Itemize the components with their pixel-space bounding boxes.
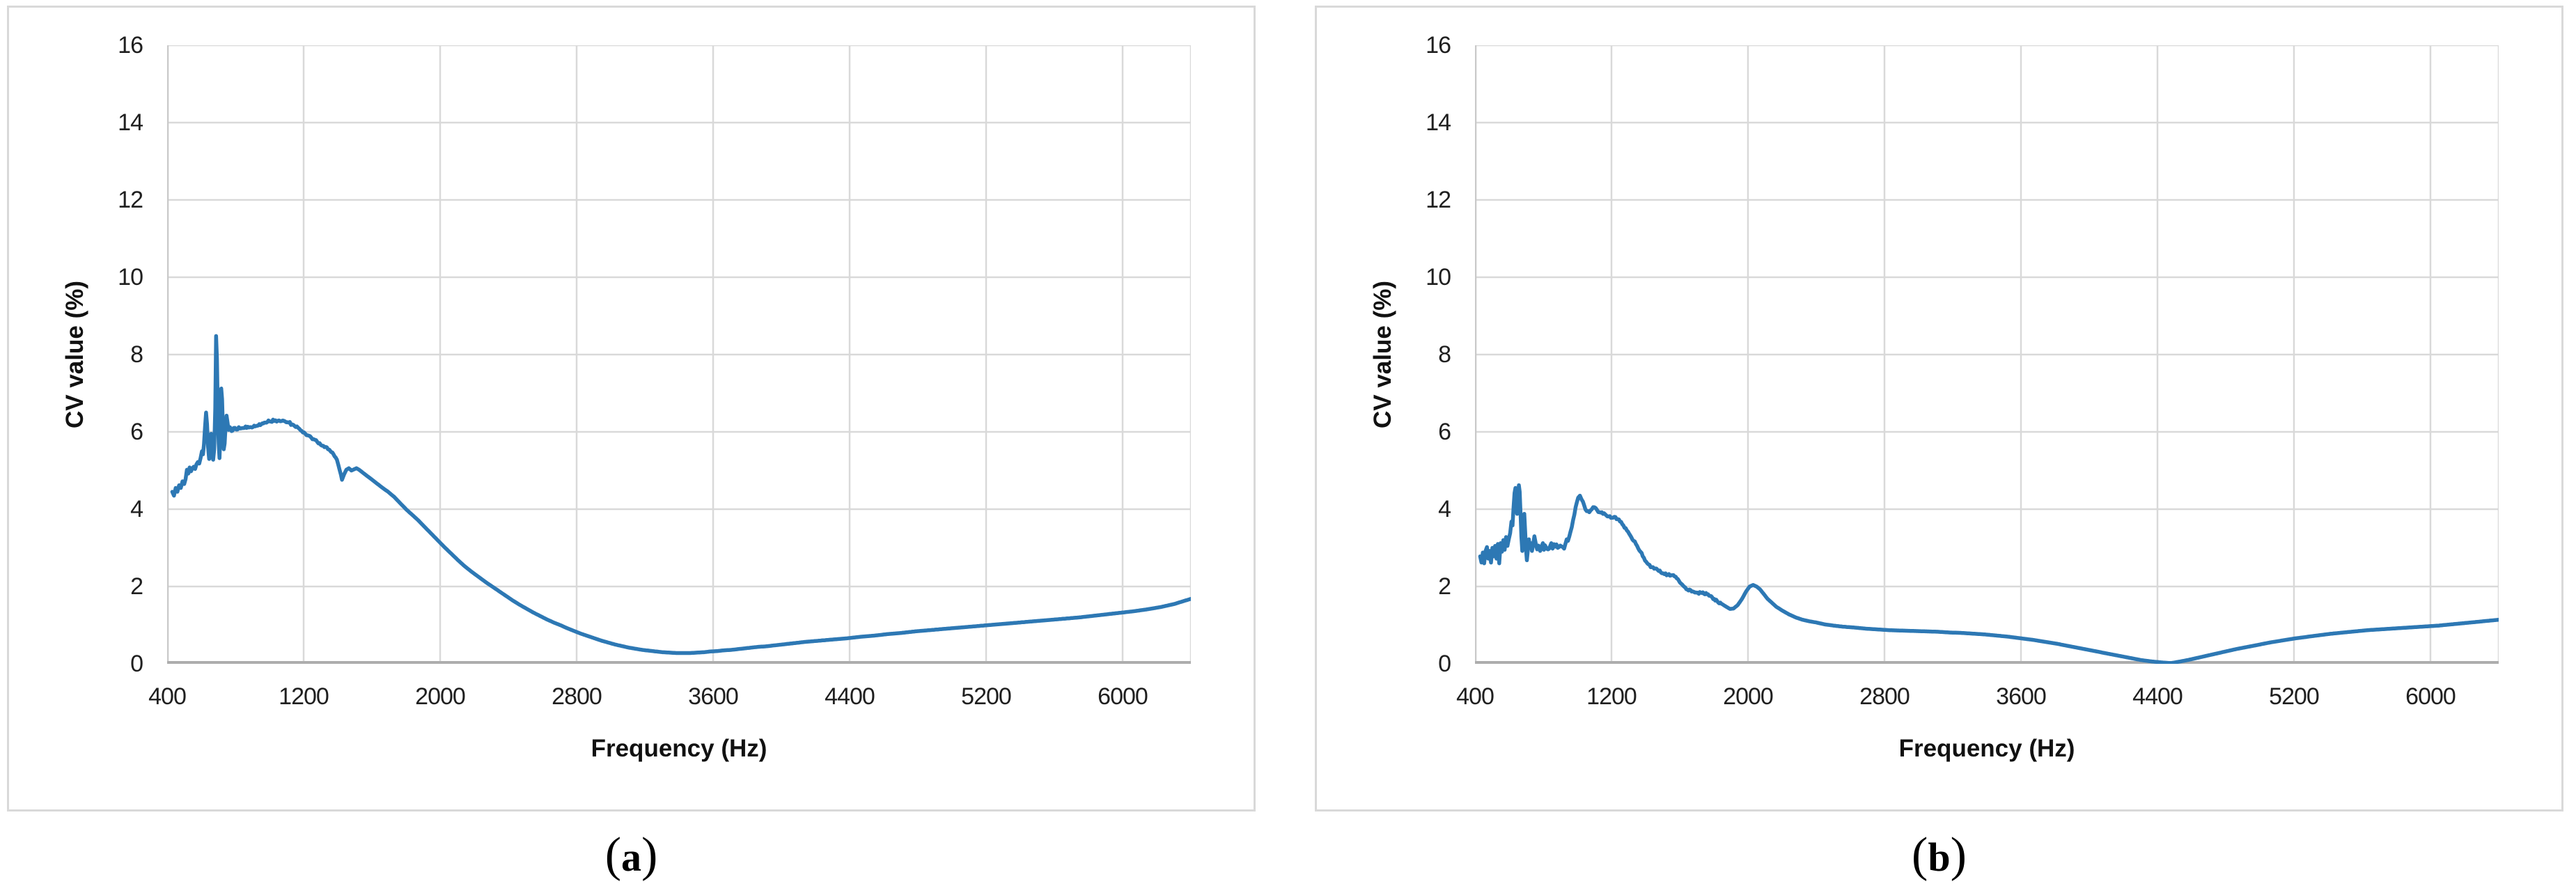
y-tick-label: 2 <box>130 573 143 600</box>
x-tick-label: 6000 <box>1098 683 1148 710</box>
y-tick-label: 14 <box>1426 109 1451 136</box>
caption-letter: a <box>621 834 641 880</box>
caption-panel-b: (b) <box>1315 822 2563 891</box>
y-tick-label: 0 <box>130 651 143 677</box>
x-tick-label: 2000 <box>1723 683 1774 710</box>
x-tick-label: 4400 <box>2132 683 2183 710</box>
caption-paren-open: ( <box>604 828 621 882</box>
line-chart-svg <box>167 45 1191 664</box>
x-tick-label: 2800 <box>552 683 602 710</box>
x-tick-label: 1200 <box>279 683 329 710</box>
y-tick-label: 10 <box>1426 264 1451 290</box>
x-tick-label: 4400 <box>825 683 875 710</box>
y-tick-label: 14 <box>118 109 143 136</box>
caption-panel-a: (a) <box>7 822 1256 891</box>
x-tick-label: 5200 <box>2269 683 2320 710</box>
x-axis-title: Frequency (Hz) <box>591 735 767 762</box>
cv-series-line <box>1478 483 2499 664</box>
y-tick-label: 12 <box>118 187 143 213</box>
y-tick-label: 10 <box>118 264 143 290</box>
x-axis-title: Frequency (Hz) <box>1898 735 2075 762</box>
cv-series-line <box>170 334 1191 655</box>
y-tick-label: 12 <box>1426 187 1451 213</box>
x-tick-label: 400 <box>148 683 187 710</box>
x-tick-label: 2800 <box>1859 683 1910 710</box>
plot-area-a <box>167 45 1191 664</box>
x-tick-label: 6000 <box>2405 683 2456 710</box>
y-tick-label: 2 <box>1438 573 1451 600</box>
x-tick-label: 1200 <box>1586 683 1637 710</box>
x-tick-label: 3600 <box>688 683 739 710</box>
y-tick-label: 0 <box>1438 651 1451 677</box>
caption-letter: b <box>1928 834 1951 880</box>
y-tick-label: 6 <box>1438 419 1451 445</box>
caption-paren-open: ( <box>1912 828 1928 882</box>
line-chart-svg <box>1475 45 2499 664</box>
y-tick-label: 4 <box>1438 496 1451 522</box>
panel-b: CV value (%) Frequency (Hz) 0 2 4 6 8 10 12 14 1… <box>1315 6 2563 812</box>
plot-area-b <box>1475 45 2499 664</box>
y-tick-label: 16 <box>1426 32 1451 59</box>
x-tick-label: 3600 <box>1996 683 2047 710</box>
caption-paren-close: ) <box>641 828 658 882</box>
panel-a: CV value (%) Frequency (Hz) 0 2 4 6 8 10 12 14 1… <box>7 6 1256 812</box>
y-tick-label: 8 <box>1438 341 1451 368</box>
x-tick-label: 5200 <box>961 683 1012 710</box>
x-tick-label: 2000 <box>415 683 466 710</box>
x-tick-label: 400 <box>1456 683 1494 710</box>
y-tick-label: 8 <box>130 341 143 368</box>
caption-paren-close: ) <box>1950 828 1967 882</box>
y-tick-label: 6 <box>130 419 143 445</box>
y-tick-label: 4 <box>130 496 143 522</box>
y-tick-label: 16 <box>118 32 143 59</box>
